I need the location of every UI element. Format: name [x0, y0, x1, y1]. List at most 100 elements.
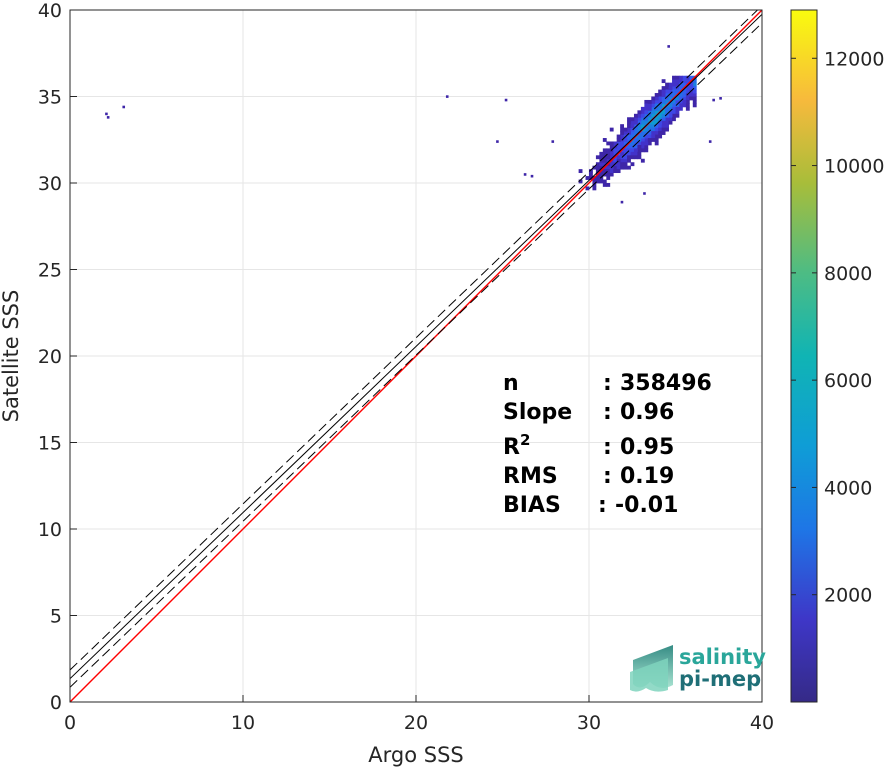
density-cell	[672, 99, 676, 104]
density-cell	[599, 179, 604, 184]
colorbar-tick-label: 2000	[824, 585, 872, 607]
density-cell	[661, 103, 666, 108]
density-cell	[630, 124, 635, 129]
density-cell	[640, 141, 645, 146]
density-cell	[630, 120, 635, 125]
y-tick-label: 25	[38, 260, 62, 282]
density-cell	[606, 169, 611, 174]
density-cell	[675, 99, 680, 104]
density-cell	[633, 138, 638, 142]
density-cell	[661, 96, 666, 101]
density-cell	[661, 79, 666, 84]
density-cell	[616, 165, 621, 170]
density-cell	[585, 176, 590, 180]
density-cell	[658, 99, 663, 104]
density-cell	[627, 158, 631, 163]
density-cell	[613, 165, 618, 170]
density-cell	[637, 127, 642, 132]
density-cell	[602, 138, 607, 142]
density-cell	[678, 96, 683, 101]
density-cell	[630, 155, 635, 160]
density-cell	[613, 158, 618, 163]
density-cell	[658, 113, 663, 118]
outlier-point	[708, 140, 712, 143]
density-cell	[654, 141, 659, 146]
density-cell	[623, 148, 628, 153]
density-cell	[685, 103, 690, 108]
density-cell	[606, 158, 611, 163]
density-cell	[682, 89, 687, 94]
density-cell	[689, 82, 694, 87]
density-cell	[675, 86, 680, 90]
density-cell	[637, 141, 642, 146]
density-cell	[609, 172, 614, 177]
density-cell	[682, 103, 687, 108]
density-cell	[606, 155, 611, 160]
density-cell	[609, 141, 614, 146]
density-cell	[633, 151, 638, 156]
density-cell	[599, 172, 604, 177]
density-cell	[661, 99, 666, 104]
density-cell	[637, 151, 642, 156]
density-cell	[602, 151, 607, 156]
density-cell	[592, 183, 597, 187]
density-cell	[665, 106, 669, 111]
density-cell	[616, 158, 621, 163]
density-cell	[623, 138, 628, 142]
density-cell	[675, 82, 680, 87]
stat-value: 358496	[620, 371, 712, 396]
density-cell	[644, 106, 649, 111]
density-cell	[627, 117, 631, 122]
reference-line-fit-lower	[70, 22, 762, 688]
density-cell	[668, 96, 673, 101]
density-cell	[668, 103, 673, 108]
density-cell	[599, 165, 604, 170]
density-cell	[668, 93, 673, 97]
y-tick-label: 35	[38, 87, 62, 109]
density-cell	[672, 82, 676, 87]
density-cell	[647, 134, 652, 139]
density-cell	[665, 96, 669, 101]
stat-separator: :	[603, 464, 612, 489]
density-cell	[640, 106, 645, 111]
density-cell	[665, 124, 669, 129]
density-cell	[654, 134, 659, 139]
density-cell	[682, 82, 687, 87]
density-cell	[689, 86, 694, 90]
density-cell	[672, 89, 676, 94]
density-cell	[661, 86, 666, 90]
density-cell	[640, 138, 645, 142]
density-cell	[602, 148, 607, 153]
x-tick-label: 30	[577, 712, 601, 734]
density-cell	[678, 93, 683, 97]
density-cell	[647, 124, 652, 129]
outlier-point	[445, 95, 449, 98]
density-cell	[678, 99, 683, 104]
density-cell	[599, 158, 604, 163]
density-cell	[665, 82, 669, 87]
density-cell	[630, 148, 635, 153]
density-cell	[627, 148, 631, 153]
density-cell	[661, 120, 666, 125]
density-cell	[685, 89, 690, 94]
density-cell	[675, 113, 680, 118]
density-cell	[668, 106, 673, 111]
density-cell	[651, 110, 656, 115]
density-cell	[640, 148, 645, 153]
outlier-point	[523, 173, 527, 176]
density-cell	[668, 89, 673, 94]
density-cell	[644, 144, 649, 149]
density-cell	[613, 141, 618, 146]
density-cell	[644, 148, 649, 153]
density-cell	[665, 93, 669, 97]
density-cell	[633, 113, 638, 118]
density-cell	[644, 103, 649, 108]
density-cell	[661, 113, 666, 118]
density-cell	[689, 96, 694, 101]
density-cell	[637, 138, 642, 142]
density-cell	[592, 186, 597, 191]
stat-separator: :	[598, 493, 607, 518]
density-cell	[637, 117, 642, 122]
density-cell	[633, 144, 638, 149]
density-cell	[609, 127, 614, 132]
